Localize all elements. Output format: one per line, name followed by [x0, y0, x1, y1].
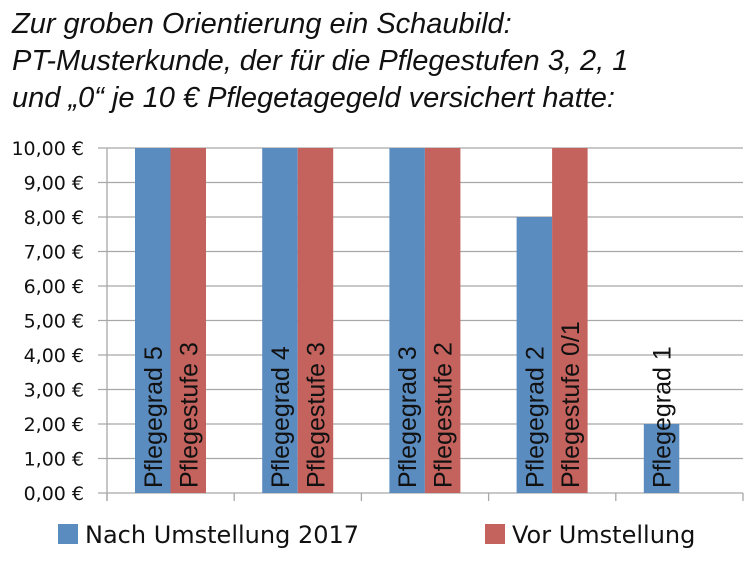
y-tick-label: 4,00 €	[24, 345, 84, 367]
title-line-2: PT-Musterkunde, der für die Pflegestufen…	[12, 45, 629, 77]
y-tick-label: 6,00 €	[24, 276, 84, 298]
legend-swatch	[58, 524, 78, 544]
bar-label: Pflegestufe 3	[175, 342, 203, 488]
bar-label: Pflegestufe 2	[430, 342, 458, 488]
title-line-3: und „0“ je 10 € Pflegetagegeld versicher…	[12, 82, 615, 114]
bar	[516, 217, 553, 493]
bar	[389, 148, 425, 493]
y-tick-label: 1,00 €	[24, 449, 84, 471]
bar	[170, 148, 206, 493]
bar	[643, 424, 680, 493]
bar-label: Pflegestufe 0/1	[557, 321, 585, 488]
y-tick-label: 2,00 €	[24, 414, 84, 436]
bar-label: Pflegegrad 5	[140, 346, 168, 488]
legend-swatch	[485, 524, 505, 544]
chart-title: Zur groben Orientierung ein Schaubild: P…	[12, 6, 628, 117]
bar-label: Pflegegrad 4	[267, 346, 295, 488]
y-tick-label: 9,00 €	[24, 173, 84, 195]
y-tick-label: 5,00 €	[24, 311, 84, 333]
bar	[262, 148, 298, 493]
bar	[424, 148, 461, 493]
y-tick-label: 7,00 €	[24, 242, 84, 264]
bar	[297, 148, 334, 493]
title-line-1: Zur groben Orientierung ein Schaubild:	[12, 8, 512, 40]
bar	[552, 148, 588, 493]
legend-label: Nach Umstellung 2017	[85, 521, 359, 549]
y-tick-label: 8,00 €	[24, 207, 84, 229]
bar-label: Pflegestufe 3	[302, 342, 330, 488]
y-tick-label: 10,00 €	[11, 138, 84, 160]
legend-label: Vor Umstellung	[512, 521, 695, 549]
bar-label: Pflegegrad 3	[394, 346, 422, 488]
bar-label: Pflegegrad 2	[521, 346, 549, 488]
y-tick-label: 0,00 €	[24, 483, 84, 505]
bar-label: Pflegegrad 1	[649, 346, 677, 488]
bar	[135, 148, 171, 493]
y-tick-label: 3,00 €	[24, 380, 84, 402]
